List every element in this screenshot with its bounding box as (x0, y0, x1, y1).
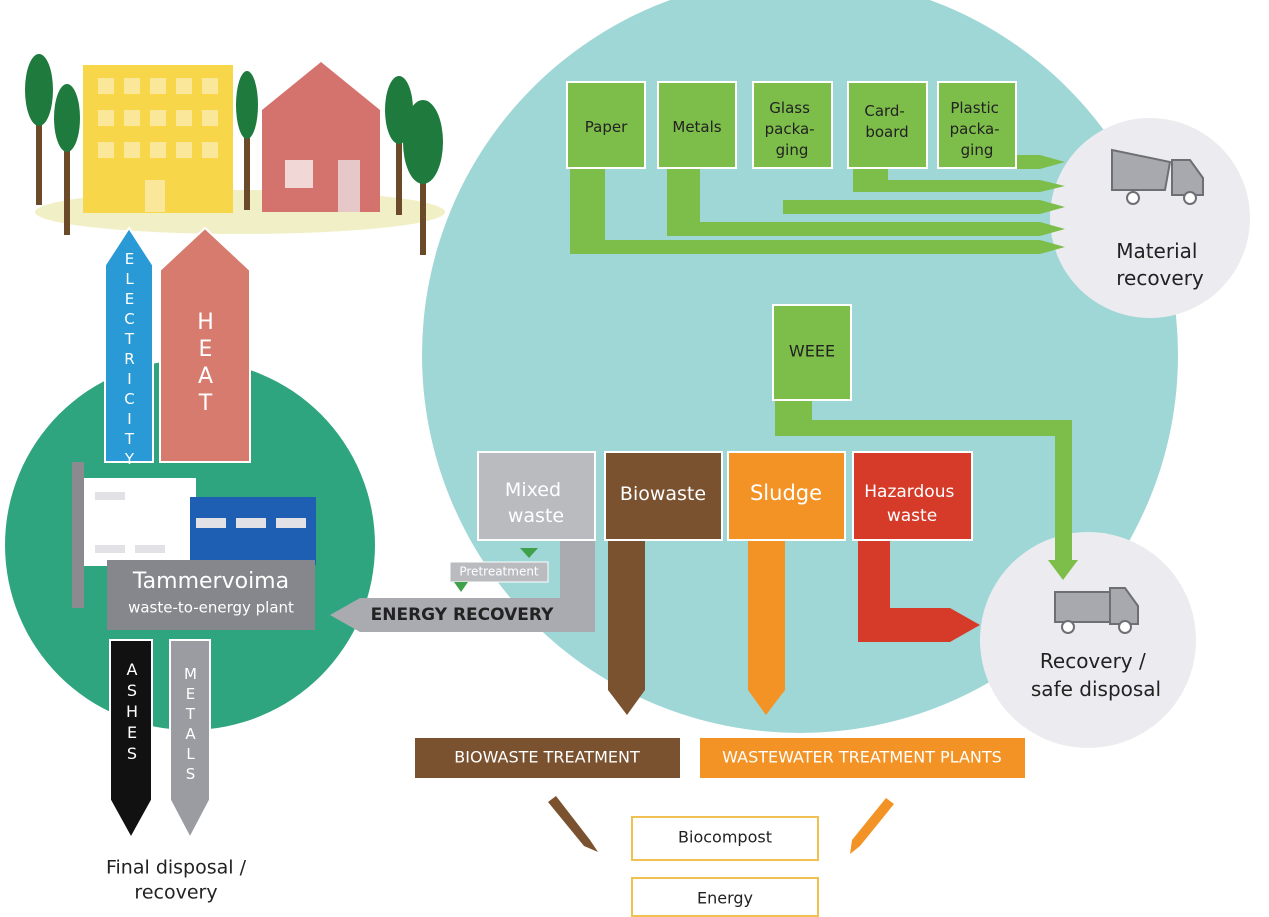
label-line: Mixed (505, 479, 561, 501)
stream-label: Biowaste (620, 483, 706, 505)
wastewater-label: WASTEWATER TREATMENT PLANTS (722, 748, 1002, 767)
electricity-label: ELECTRICITY (121, 250, 139, 470)
fraction-line: Plastic (950, 99, 999, 117)
final-disposal: Final disposal / (106, 857, 247, 879)
heat-label: HEAT (193, 310, 218, 418)
plant-subtitle: waste-to-energy plant (128, 599, 294, 617)
label-line: safe disposal (1031, 677, 1161, 701)
stream-label: Sludge (750, 481, 822, 505)
fraction-line: packa- (765, 120, 815, 138)
fraction-line: Card- (864, 102, 905, 120)
disposal-circle (980, 532, 1196, 748)
final-disposal: recovery (134, 882, 217, 904)
fraction-line: ging (961, 141, 994, 159)
metals-residue-label: METALS (182, 665, 200, 785)
product-arrow (850, 798, 894, 854)
label-line: Biowaste (620, 483, 706, 505)
biowaste-treatment-label: BIOWASTE TREATMENT (454, 748, 640, 767)
label-line: Sludge (750, 481, 822, 505)
label-line: waste (887, 506, 937, 526)
product-label: Energy (697, 889, 753, 908)
fraction-label: Metals (672, 118, 721, 136)
plant-name: Tammervoima (132, 569, 289, 594)
label-line: Material (1116, 239, 1197, 263)
pretreatment-label: Pretreatment (459, 565, 539, 579)
fraction-line: Paper (585, 118, 628, 136)
plant-building-blue (190, 497, 316, 565)
town (25, 54, 445, 255)
biowaste-flow (608, 540, 645, 715)
fraction-label: Paper (585, 118, 628, 136)
fraction-line: Glass (769, 99, 810, 117)
energy-recovery-label: ENERGY RECOVERY (371, 605, 554, 625)
weee-label: WEEE (789, 342, 835, 361)
product-label: Biocompost (678, 828, 772, 847)
label-line: Recovery / (1040, 649, 1146, 673)
label-line: waste (508, 505, 564, 527)
pretreatment-marker (454, 582, 468, 592)
product-arrow (548, 796, 598, 852)
label-line: recovery (1116, 266, 1204, 290)
fraction-line: packa- (950, 120, 1000, 138)
ashes-label: ASHES (123, 660, 142, 765)
fraction-line: Metals (672, 118, 721, 136)
plant-pillar (72, 462, 84, 608)
fraction-line: ging (776, 141, 809, 159)
diagram: ELECTRICITY HEAT Tammervoima waste-to-en… (0, 0, 1269, 917)
label-line: Hazardous (864, 482, 954, 502)
fraction-line: board (865, 123, 908, 141)
sludge-flow (748, 540, 785, 715)
